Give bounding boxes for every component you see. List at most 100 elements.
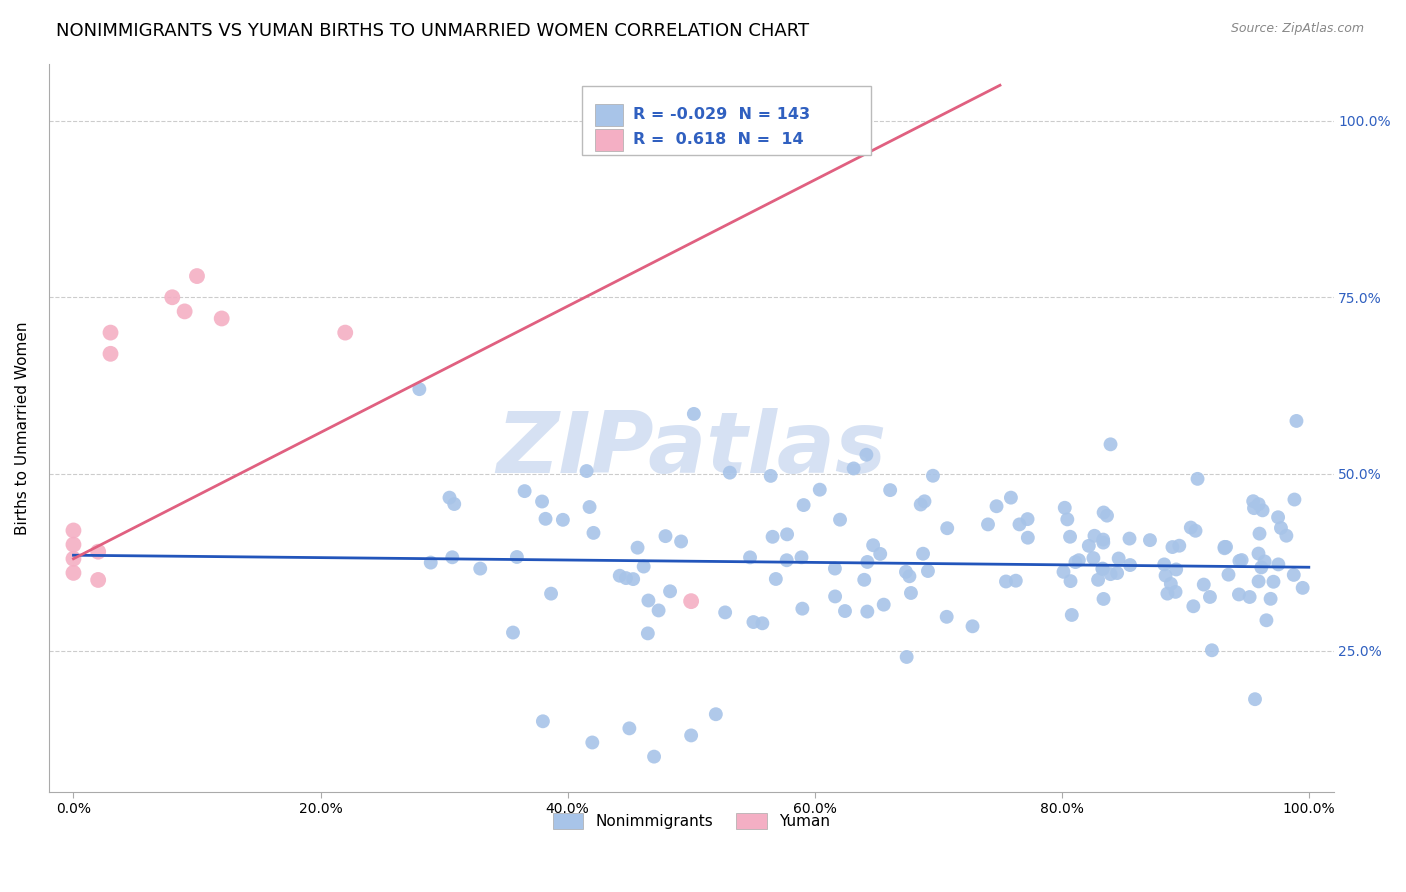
Point	[1161, 540, 1184, 554]
Point	[824, 561, 846, 575]
Point	[1251, 503, 1274, 517]
Point	[1156, 586, 1178, 600]
Point	[910, 498, 932, 512]
Point	[659, 584, 682, 599]
Point	[1282, 568, 1305, 582]
Point	[776, 553, 799, 567]
Point	[1218, 567, 1240, 582]
Point	[439, 491, 461, 505]
Point	[1087, 573, 1109, 587]
Point	[1192, 577, 1215, 591]
Point	[1119, 558, 1142, 572]
Point	[824, 590, 846, 604]
Point	[1285, 414, 1308, 428]
Point	[578, 500, 600, 514]
Point	[1253, 554, 1275, 568]
Point	[621, 572, 644, 586]
Point	[62, 524, 84, 538]
Point	[441, 550, 464, 565]
Point	[765, 572, 787, 586]
Point	[211, 311, 233, 326]
Point	[1292, 581, 1315, 595]
Point	[443, 497, 465, 511]
Point	[1059, 530, 1081, 544]
Point	[1227, 587, 1250, 601]
Point	[1059, 574, 1081, 588]
Point	[738, 550, 761, 565]
Point	[681, 728, 703, 742]
Point	[751, 616, 773, 631]
Text: ZIPatlas: ZIPatlas	[496, 409, 886, 491]
Point	[1160, 577, 1182, 591]
Point	[87, 573, 110, 587]
Point	[1083, 551, 1105, 566]
Point	[1187, 472, 1209, 486]
Point	[894, 565, 917, 579]
Point	[898, 569, 921, 583]
Point	[1000, 491, 1022, 505]
Point	[900, 586, 922, 600]
Point	[935, 609, 957, 624]
Point	[1092, 535, 1115, 549]
Point	[776, 527, 799, 541]
Point	[1083, 529, 1105, 543]
Point	[1199, 590, 1222, 604]
Point	[1267, 510, 1289, 524]
Point	[1184, 524, 1206, 538]
Point	[513, 484, 536, 499]
Point	[986, 500, 1008, 514]
Bar	[595, 129, 623, 151]
Point	[808, 483, 831, 497]
Point	[793, 498, 815, 512]
Point	[582, 525, 605, 540]
Point	[1053, 500, 1076, 515]
Point	[62, 538, 84, 552]
Point	[1230, 553, 1253, 567]
Point	[614, 571, 637, 585]
Point	[581, 735, 603, 749]
Point	[936, 521, 959, 535]
Point	[834, 604, 856, 618]
Point	[502, 625, 524, 640]
Point	[853, 573, 876, 587]
Point	[1099, 567, 1122, 582]
Point	[100, 347, 122, 361]
Point	[186, 268, 208, 283]
Point	[506, 549, 529, 564]
Point	[1270, 521, 1292, 535]
Point	[1267, 558, 1289, 572]
Point	[873, 598, 896, 612]
Text: NONIMMIGRANTS VS YUMAN BIRTHS TO UNMARRIED WOMEN CORRELATION CHART: NONIMMIGRANTS VS YUMAN BIRTHS TO UNMARRI…	[56, 22, 810, 40]
Point	[1067, 553, 1090, 567]
Point	[1118, 532, 1140, 546]
Point	[647, 603, 669, 617]
Point	[1239, 590, 1261, 604]
Point	[761, 530, 783, 544]
Point	[62, 566, 84, 580]
Point	[1229, 554, 1251, 568]
Point	[1244, 692, 1267, 706]
Point	[470, 561, 492, 575]
Point	[1263, 574, 1285, 589]
Point	[879, 483, 901, 497]
Point	[575, 464, 598, 478]
Point	[1108, 551, 1130, 566]
Point	[1256, 613, 1278, 627]
Point	[977, 517, 1000, 532]
Point	[994, 574, 1017, 589]
Point	[1241, 494, 1264, 508]
Point	[842, 461, 865, 475]
Point	[922, 468, 945, 483]
Point	[609, 568, 631, 582]
Point	[792, 601, 814, 615]
Point	[862, 538, 884, 552]
Point	[100, 326, 122, 340]
Point	[742, 615, 765, 629]
Point	[1008, 517, 1031, 532]
Point	[1064, 555, 1087, 569]
Point	[654, 529, 676, 543]
Point	[531, 714, 554, 729]
Point	[1182, 599, 1205, 614]
Point	[1004, 574, 1026, 588]
Point	[643, 749, 665, 764]
